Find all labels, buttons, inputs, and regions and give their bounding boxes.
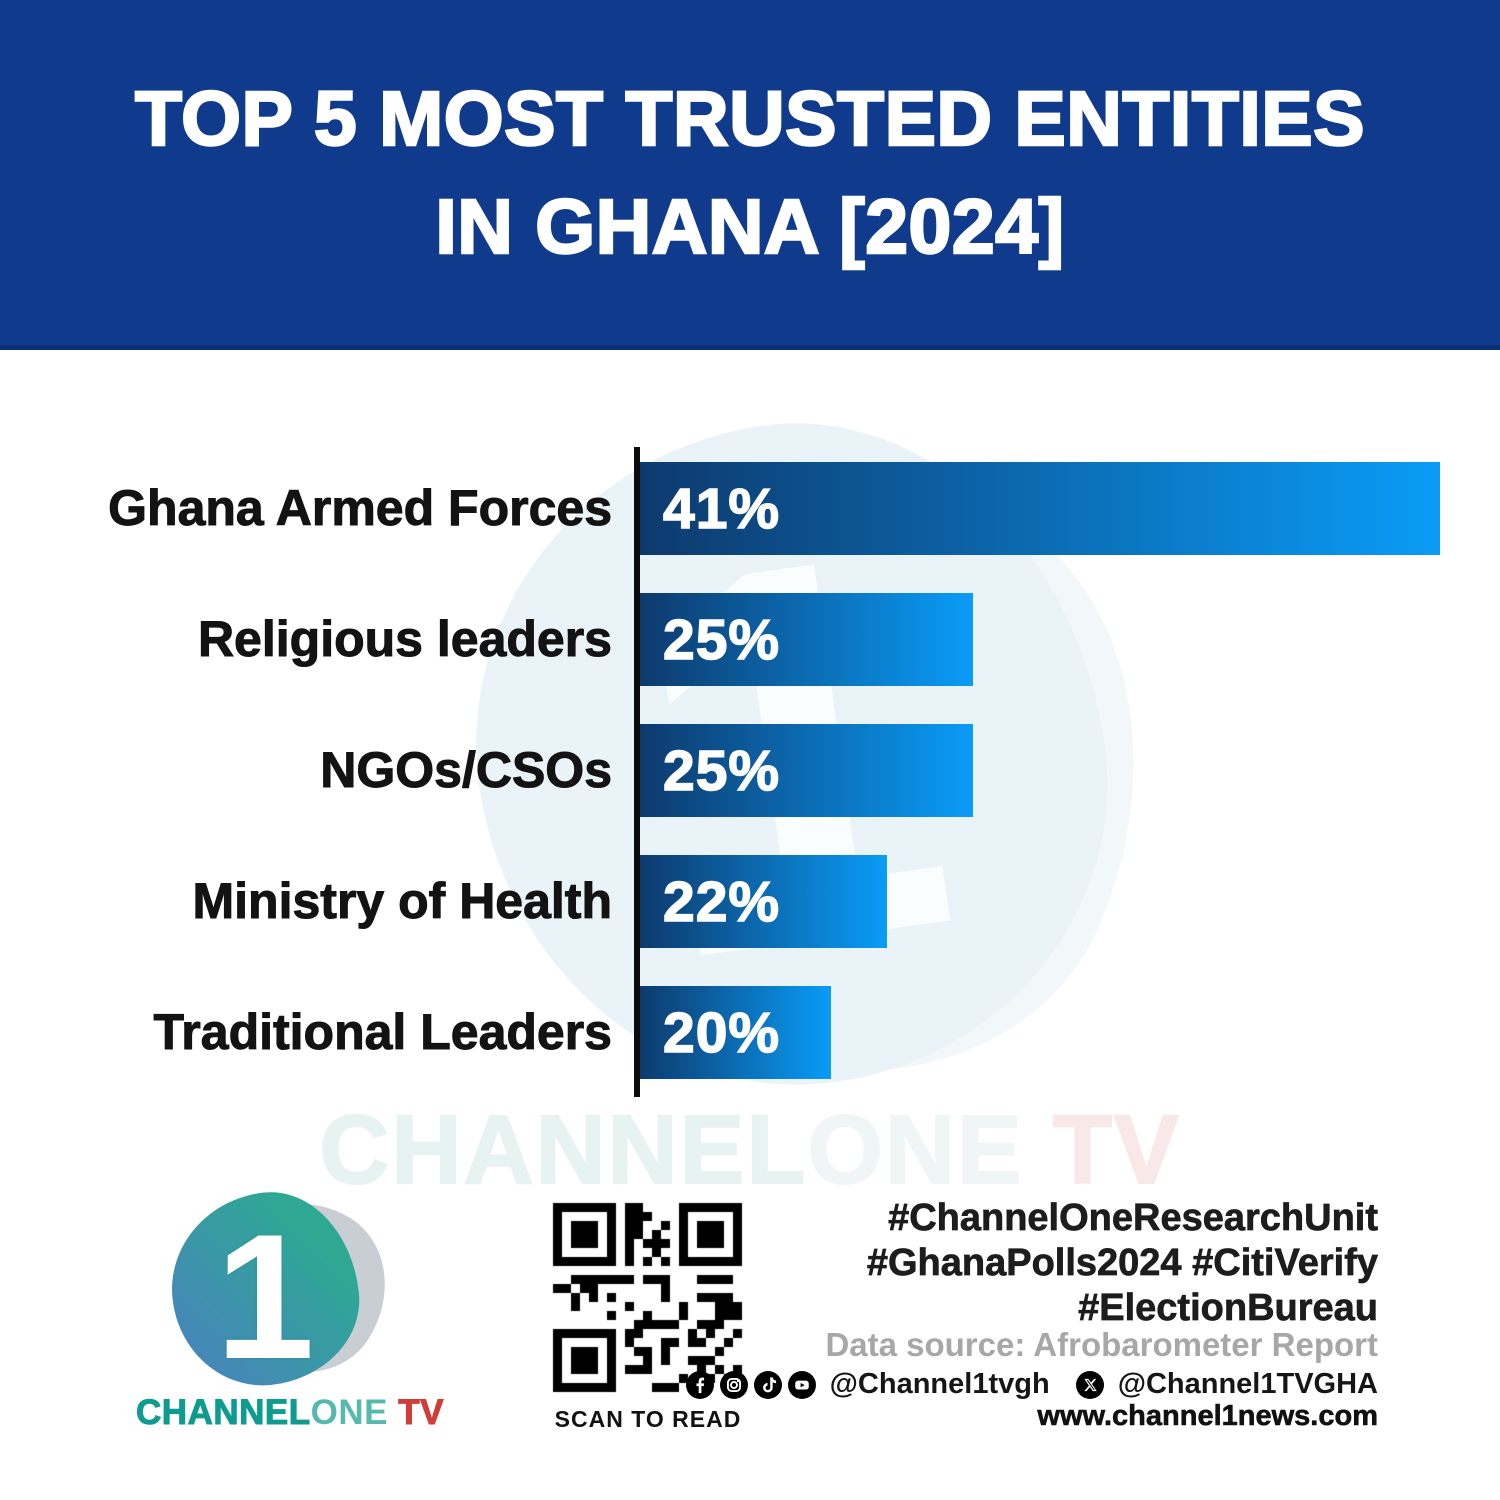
bar: 20%: [640, 986, 831, 1079]
logo-digit: 1: [215, 1196, 315, 1396]
hashtag-line: #GhanaPolls2024 #CitiVerify: [866, 1242, 1378, 1285]
category-label: Ghana Armed Forces: [108, 480, 613, 537]
hashtag-line: #ElectionBureau: [1078, 1287, 1379, 1330]
category-label: Ministry of Health: [192, 873, 612, 930]
facebook-icon: [685, 1370, 714, 1399]
bar-value-label: 25%: [662, 738, 781, 804]
qr-caption: SCAN TO READ: [554, 1406, 742, 1432]
social-handle-main: @Channel1tvgh: [829, 1368, 1050, 1400]
category-label: NGOs/CSOs: [320, 742, 613, 799]
logo-wordmark: CHANNELONE TV: [136, 1393, 444, 1433]
bar: 22%: [640, 855, 887, 948]
hashtag-line: #ChannelOneResearchUnit: [888, 1197, 1379, 1240]
data-source-label: Data source: Afrobarometer Report: [825, 1326, 1378, 1363]
youtube-icon: [787, 1370, 816, 1399]
category-label: Traditional Leaders: [153, 1004, 612, 1061]
tiktok-icon: [753, 1370, 782, 1399]
page-title-line2: IN GHANA [2024]: [434, 182, 1065, 271]
page-title-line1: TOP 5 MOST TRUSTED ENTITIES: [134, 74, 1366, 163]
watermark-channel-one-tv: CHANNELONE TV: [318, 1094, 1181, 1205]
channel-one-logo: 1 CHANNELONE TV: [136, 1171, 444, 1435]
bar: 25%: [640, 593, 973, 686]
header-banner: TOP 5 MOST TRUSTED ENTITIES IN GHANA [20…: [0, 0, 1500, 350]
bar: 25%: [640, 724, 973, 817]
bar-value-label: 41%: [662, 476, 781, 542]
chart-axis-line: [634, 447, 640, 1097]
bar-value-label: 20%: [662, 1000, 781, 1066]
bar-value-label: 25%: [662, 607, 781, 673]
instagram-icon: [719, 1370, 748, 1399]
social-row: @Channel1tvgh @Channel1TVGHA: [685, 1368, 1378, 1401]
x-icon: [1075, 1370, 1104, 1399]
social-handle-x: @Channel1TVGHA: [1117, 1368, 1378, 1400]
bar-value-label: 22%: [662, 869, 781, 935]
website-url: www.channel1news.com: [1037, 1400, 1378, 1433]
category-label: Religious leaders: [197, 611, 612, 668]
qr-code: [552, 1202, 744, 1394]
bar: 41%: [640, 462, 1440, 555]
hashtags-block: #ChannelOneResearchUnit #GhanaPolls2024 …: [866, 1196, 1379, 1331]
